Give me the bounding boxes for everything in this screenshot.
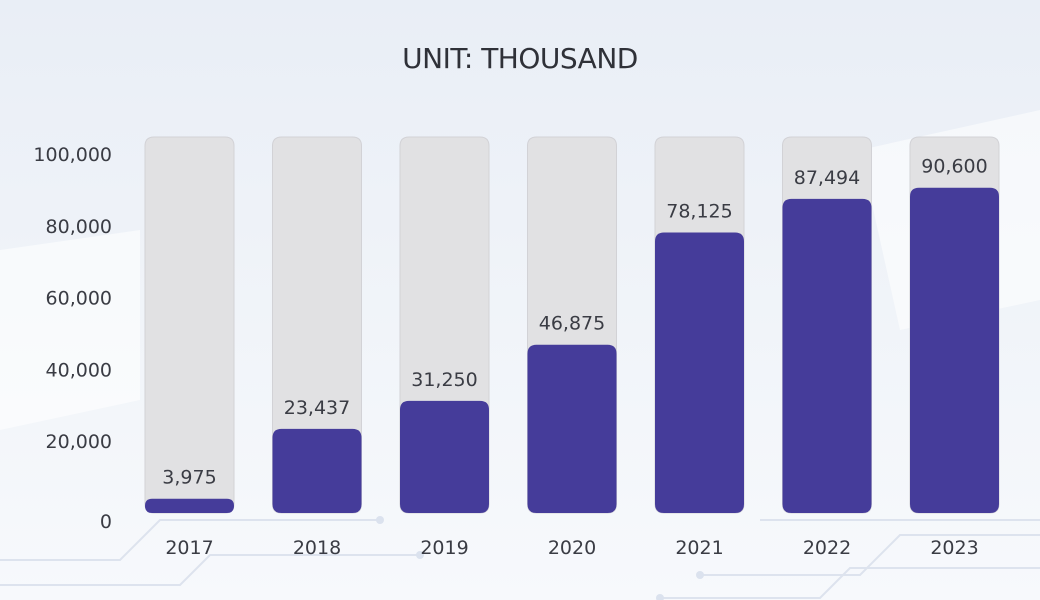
data-label: 78,125 (666, 201, 732, 223)
y-tick-label: 20,000 (46, 431, 112, 453)
bar-2020 (527, 344, 617, 513)
bar-2022 (782, 198, 872, 513)
chart-title: UNIT: THOUSAND (402, 42, 638, 75)
y-tick-label: 40,000 (46, 359, 112, 381)
x-axis: 2017 2018 2019 2020 2021 2022 2023 (165, 537, 978, 559)
x-tick-label: 2019 (420, 537, 468, 559)
y-tick-label: 60,000 (46, 288, 112, 310)
bars (145, 187, 999, 513)
data-label: 46,875 (539, 313, 605, 335)
bar-2021 (655, 232, 744, 513)
y-tick-label: 80,000 (46, 216, 112, 238)
data-label: 3,975 (162, 467, 216, 489)
x-tick-label: 2022 (803, 537, 851, 559)
data-label: 87,494 (794, 167, 860, 189)
x-tick-label: 2018 (293, 537, 341, 559)
data-label: 23,437 (284, 397, 350, 419)
x-tick-label: 2021 (675, 537, 723, 559)
x-tick-label: 2023 (930, 537, 978, 559)
data-label: 31,250 (411, 369, 477, 391)
bar-2019 (400, 400, 489, 513)
y-tick-label: 0 (100, 511, 112, 533)
bar-track (144, 136, 235, 514)
data-label: 90,600 (921, 156, 987, 178)
bar-2017 (145, 498, 234, 513)
y-axis: 0 20,000 40,000 60,000 80,000 100,000 (33, 144, 112, 533)
data-labels: 3,975 23,437 31,250 46,875 78,125 87,494 90,60… (162, 156, 987, 489)
bar-2018 (272, 428, 362, 513)
bar-2023 (910, 187, 999, 513)
y-tick-label: 100,000 (33, 144, 112, 166)
x-tick-label: 2017 (165, 537, 213, 559)
x-tick-label: 2020 (548, 537, 596, 559)
